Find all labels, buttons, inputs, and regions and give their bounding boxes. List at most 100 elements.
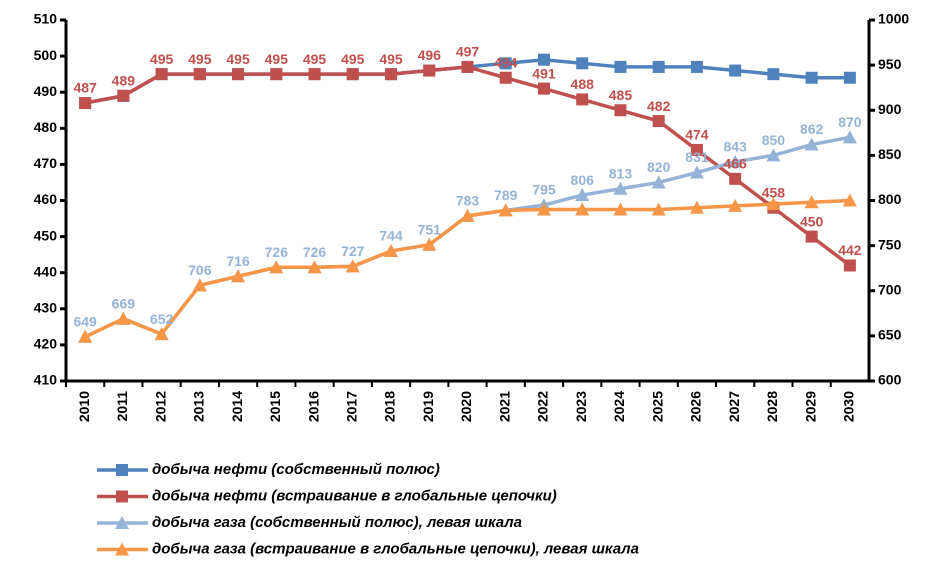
y2-tick-label: 900 [878,101,902,117]
point [498,203,513,217]
legend-marker [115,542,129,556]
x-tick-label: 2020 [458,391,474,422]
point [192,278,207,292]
point [689,200,704,214]
x-tick-label: 2012 [152,391,168,422]
point [384,244,399,258]
y2-tick-label: 650 [878,327,902,343]
x-tick-label: 2011 [114,391,130,422]
point [193,68,206,81]
data-label: 706 [188,262,212,278]
data-label: 783 [456,193,480,209]
data-label: 487 [73,80,97,96]
point [614,104,627,117]
point [117,89,130,102]
x-tick-label: 2027 [726,391,742,422]
point [422,237,437,251]
data-label: 744 [379,228,403,244]
data-label: 495 [303,51,327,67]
x-tick-label: 2010 [76,391,92,422]
data-label: 843 [723,138,747,154]
data-label: 491 [532,65,556,81]
y-tick-label: 460 [34,191,58,207]
y2-tick-label: 950 [878,56,902,72]
x-tick-label: 2021 [496,391,512,422]
point [613,181,628,195]
y2-tick-label: 850 [878,146,902,162]
point [729,172,742,185]
y-tick-label: 480 [34,119,58,135]
point [423,64,436,77]
data-label: 489 [112,73,136,89]
data-label: 751 [418,221,442,237]
y2-tick-label: 1000 [878,11,909,27]
data-label: 862 [800,121,824,137]
point [270,68,283,81]
data-label: 495 [265,51,289,67]
point [729,64,742,77]
x-tick-label: 2014 [229,391,245,422]
point [690,143,703,156]
point [767,68,780,81]
x-tick-label: 2018 [382,391,398,422]
point [499,71,512,84]
legend-label: добыча нефти (встраивание в глобальные ц… [152,487,557,504]
point [345,259,360,273]
x-tick-label: 2029 [802,391,818,422]
y-tick-label: 420 [34,336,58,352]
data-label: 795 [532,182,556,198]
point [269,260,284,274]
y-tick-label: 440 [34,263,58,279]
data-label: 450 [800,213,824,229]
data-label: 442 [838,242,862,258]
data-label: 831 [685,149,709,165]
y2-tick-label: 600 [878,372,902,388]
point [231,269,246,283]
point [155,68,168,81]
point [461,60,474,73]
legend-label: добыча нефти (собственный полюс) [152,461,440,478]
point [843,71,856,84]
y-tick-label: 490 [34,83,58,99]
data-label: 458 [762,184,786,200]
data-label: 820 [647,159,671,175]
data-label: 652 [150,311,174,327]
point [804,137,819,151]
point [576,57,589,70]
x-tick-label: 2016 [305,391,321,422]
data-label: 870 [838,114,862,130]
point [842,130,857,144]
x-tick-label: 2017 [343,391,359,422]
y2-tick-label: 750 [878,236,902,252]
point [537,53,550,66]
point [536,202,551,216]
data-label: 669 [112,295,136,311]
x-tick-label: 2015 [267,391,283,422]
y-tick-label: 410 [34,372,58,388]
data-label: 488 [571,76,595,92]
x-tick-label: 2019 [420,391,436,422]
data-label: 806 [571,172,595,188]
point [843,259,856,272]
x-tick-label: 2030 [841,391,857,422]
point [575,188,590,202]
x-tick-label: 2025 [649,391,665,422]
data-label: 494 [494,54,518,70]
data-label: 716 [226,253,250,269]
point [78,329,93,343]
point [651,202,666,216]
point [79,97,92,110]
point [766,197,781,211]
legend-marker [116,464,128,476]
point [537,82,550,95]
point [805,71,818,84]
x-tick-label: 2022 [535,391,551,422]
point [154,327,169,341]
data-label: 813 [609,165,633,181]
y-tick-label: 510 [34,11,58,27]
point [575,202,590,216]
data-label: 789 [494,187,518,203]
point [728,154,743,168]
data-label: 495 [226,51,250,67]
point [308,68,321,81]
